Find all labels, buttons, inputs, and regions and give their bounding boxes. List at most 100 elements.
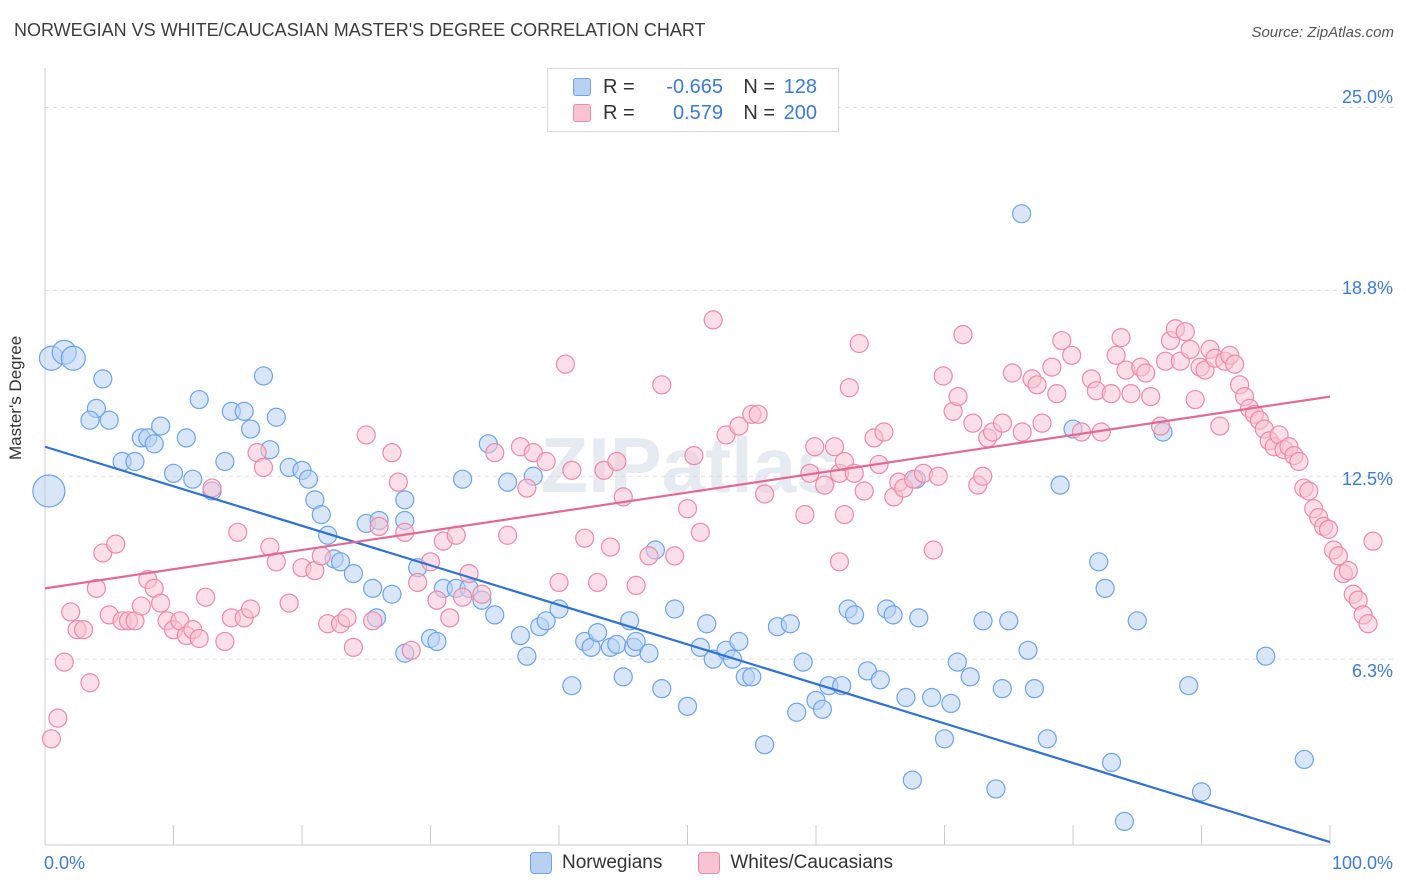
trend-line [44, 445, 1331, 844]
data-point [963, 413, 983, 433]
data-point [941, 693, 961, 714]
data-point [215, 451, 235, 472]
data-point [870, 670, 890, 690]
data-point [1002, 363, 1022, 383]
data-point [453, 469, 473, 489]
data-point [748, 404, 768, 424]
data-point [1185, 389, 1205, 410]
data-point [395, 490, 415, 510]
n-label: N = [743, 101, 775, 124]
data-point [356, 425, 376, 445]
legend-item-norwegians[interactable]: Norwegians [530, 852, 662, 874]
trend-lines [44, 395, 1331, 844]
data-point [1042, 357, 1062, 377]
data-point [80, 673, 100, 693]
data-point [1299, 481, 1319, 501]
data-point [1062, 345, 1082, 365]
data-point [834, 504, 855, 525]
data-point [677, 696, 698, 716]
data-point [575, 528, 595, 548]
data-point [795, 504, 815, 525]
data-point [1011, 204, 1032, 224]
data-point [613, 667, 633, 687]
data-point [253, 366, 274, 386]
data-point [1101, 384, 1121, 404]
data-point [32, 474, 66, 508]
data-point [1047, 384, 1067, 404]
data-point [54, 652, 74, 672]
data-point [144, 434, 164, 454]
data-point [1106, 345, 1126, 365]
data-point [440, 608, 460, 628]
data-point [241, 419, 261, 439]
data-point [99, 410, 119, 430]
whites-swatch [573, 104, 591, 122]
stats-legend: R = -0.665 N = 128 R = 0.579 N = 200 [547, 68, 839, 132]
stats-row-whites: R = 0.579 N = 200 [573, 101, 817, 125]
data-point [923, 540, 943, 560]
data-point [729, 631, 749, 652]
data-point [652, 375, 672, 395]
y-tick-label: 6.3% [1351, 661, 1393, 681]
r-value: 0.579 [672, 101, 723, 124]
data-point [992, 679, 1012, 699]
data-point [485, 605, 505, 625]
data-point [562, 676, 582, 696]
data-point [883, 605, 903, 625]
norwegians-swatch [573, 78, 591, 96]
data-point [41, 729, 62, 749]
data-point [151, 416, 171, 436]
data-point [86, 578, 107, 598]
data-point [973, 611, 993, 631]
data-point [697, 614, 717, 634]
data-point [401, 640, 421, 660]
data-point [1114, 811, 1135, 832]
data-point [1328, 546, 1349, 566]
y-tick-label: 12.5% [1341, 469, 1393, 489]
data-point [266, 407, 286, 427]
data-point [151, 593, 171, 613]
data-point [754, 484, 775, 504]
series-legend: Norwegians Whites/Caucasians [530, 852, 929, 874]
data-point [1052, 330, 1072, 351]
series-whites-points [41, 310, 1383, 749]
data-point [215, 631, 235, 652]
data-point [453, 587, 473, 607]
data-point [1024, 679, 1045, 699]
data-point [1338, 561, 1358, 581]
data-point [241, 599, 261, 619]
data-point [639, 546, 659, 566]
data-point [93, 369, 113, 389]
data-point [780, 614, 800, 634]
data-point [754, 735, 775, 755]
data-point [793, 652, 813, 672]
grid-lines [45, 107, 1395, 660]
data-point [498, 472, 518, 492]
data-point [1095, 578, 1115, 598]
data-point [824, 437, 845, 457]
data-point [1111, 328, 1131, 348]
data-point [1225, 354, 1245, 374]
y-tick-label: 18.8% [1341, 278, 1393, 298]
data-point [1050, 475, 1070, 495]
data-point [517, 478, 537, 498]
data-point [395, 522, 415, 542]
data-point [363, 578, 383, 598]
data-point [849, 333, 869, 354]
data-point [909, 608, 929, 628]
data-point [408, 572, 428, 593]
data-point [382, 584, 402, 604]
legend-label: Whites/Caucasians [730, 852, 893, 873]
data-point [1150, 416, 1171, 436]
trend-line [44, 395, 1331, 590]
norwegians-swatch [530, 852, 552, 874]
data-point [1191, 782, 1212, 802]
whites-swatch [698, 852, 721, 874]
data-point [1179, 676, 1199, 696]
data-point [805, 437, 825, 457]
data-point [555, 354, 576, 374]
n-value: 128 [783, 75, 817, 98]
legend-item-whites[interactable]: Whites/Caucasians [698, 852, 893, 874]
data-point [1318, 519, 1339, 539]
